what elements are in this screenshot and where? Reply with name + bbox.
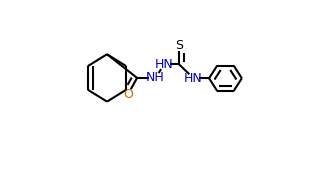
Text: HN: HN [184, 72, 203, 85]
Text: O: O [123, 88, 133, 101]
Text: S: S [175, 39, 183, 52]
Text: NH: NH [146, 71, 165, 84]
Text: HN: HN [155, 58, 174, 71]
